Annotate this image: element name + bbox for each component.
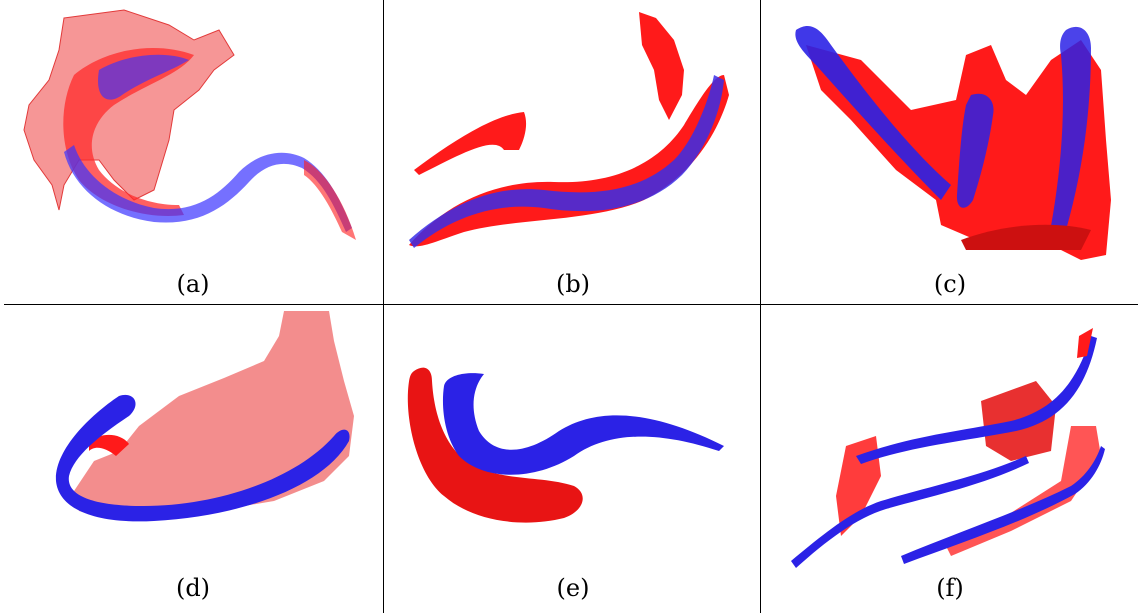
panel-d: (d) xyxy=(4,306,382,606)
panel-a-red-tail xyxy=(304,160,356,240)
panel-e-blue-hook xyxy=(442,373,724,475)
panel-a-blue-tube xyxy=(64,145,352,232)
panel-d-translucent-red-sheet xyxy=(74,311,354,518)
panel-b-red-arm xyxy=(414,112,527,175)
panel-a-caption: (a) xyxy=(176,270,210,298)
panel-f-red-left-patch xyxy=(836,436,881,536)
panel-b-red-fin xyxy=(639,12,684,120)
panel-c: (c) xyxy=(761,0,1138,300)
vertical-divider-right xyxy=(760,0,761,613)
panel-d-blue-tube xyxy=(55,394,350,522)
panel-f-isosurface xyxy=(791,328,1105,568)
panel-c-blue-right xyxy=(1050,26,1091,238)
panel-d-isosurface xyxy=(55,311,354,522)
panel-f-caption: (f) xyxy=(936,574,964,602)
panel-d-caption: (d) xyxy=(175,574,211,602)
panel-c-caption: (c) xyxy=(933,270,967,298)
panel-a: (a) xyxy=(4,0,382,300)
panel-a-translucent-red-sheet xyxy=(23,9,235,211)
panel-c-blue-diagonal xyxy=(795,25,951,200)
panel-b-isosurface xyxy=(409,12,729,248)
panel-c-blue-middle xyxy=(956,93,994,208)
panel-e-caption: (e) xyxy=(556,574,590,602)
panel-a-isosurface xyxy=(23,9,356,240)
vertical-divider-left xyxy=(383,0,384,613)
panel-f-blue-right-strand xyxy=(901,446,1105,564)
panel-c-red-bottom xyxy=(961,224,1091,250)
panel-f-red-tip xyxy=(1077,328,1093,358)
panel-f-blue-upper-strand xyxy=(856,336,1097,464)
panel-e: (e) xyxy=(384,306,762,606)
panel-b-blue-tube xyxy=(409,75,724,248)
panel-b: (b) xyxy=(384,0,762,300)
panel-d-red-hook xyxy=(89,434,129,456)
panel-e-isosurface xyxy=(407,367,724,523)
panel-b-caption: (b) xyxy=(555,270,591,298)
panel-f-blue-lower-strand xyxy=(791,456,1029,568)
panel-c-isosurface xyxy=(795,25,1111,260)
panel-a-red-swirl xyxy=(63,47,195,216)
horizontal-divider xyxy=(4,304,1138,305)
panel-c-red-mass xyxy=(806,40,1111,260)
panel-f: (f) xyxy=(761,306,1138,606)
panel-a-blue-loop xyxy=(98,54,189,100)
panel-e-red-crescent xyxy=(407,367,583,523)
